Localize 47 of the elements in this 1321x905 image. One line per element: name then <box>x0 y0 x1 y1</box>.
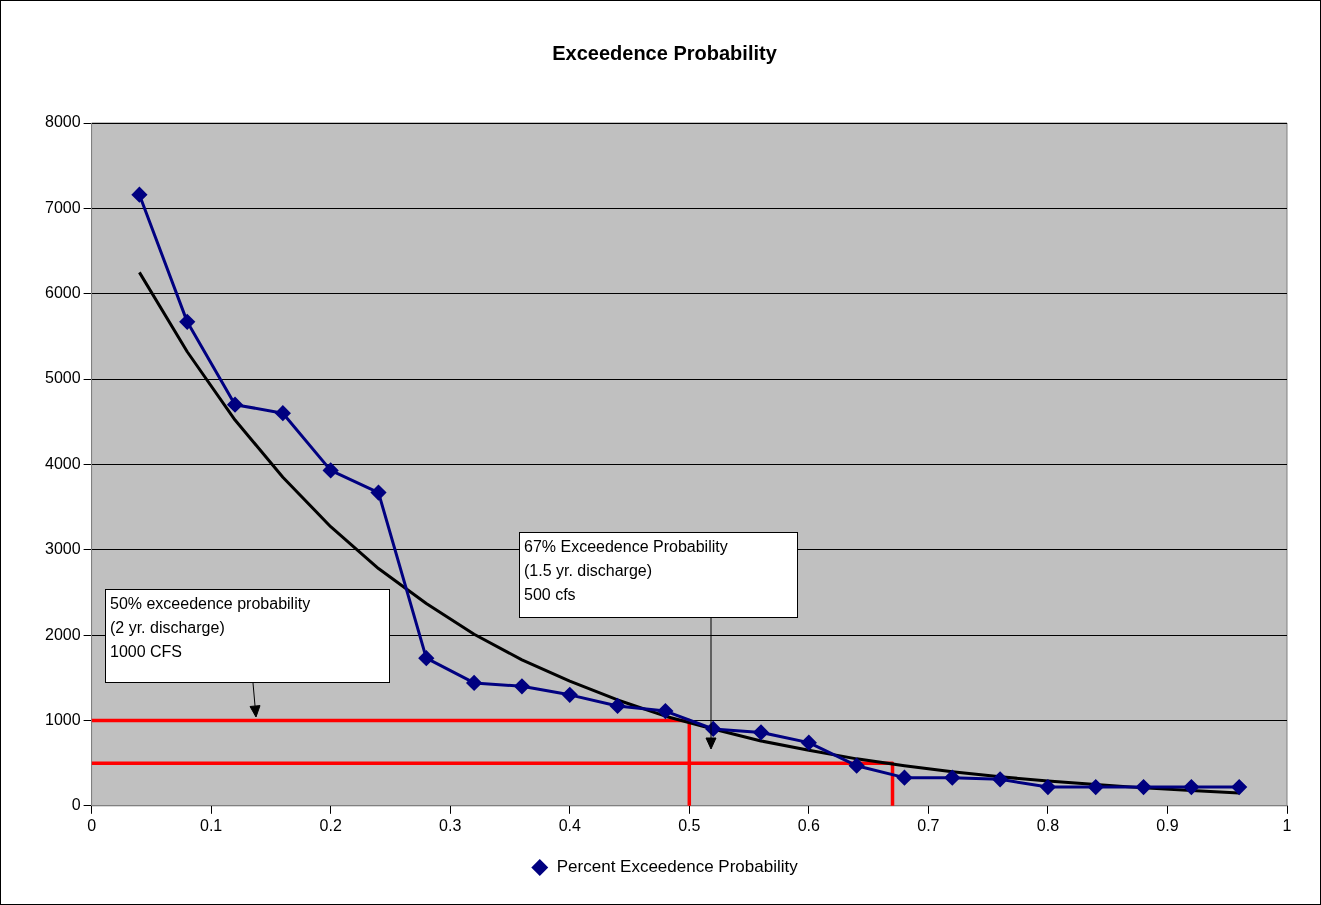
point <box>801 735 817 751</box>
point <box>992 771 1008 787</box>
x-tick-label: 0.8 <box>1036 816 1060 834</box>
y-tick-label: 1000 <box>45 710 81 728</box>
x-tick-label: 0.2 <box>319 816 342 834</box>
legend-label: Percent Exceedence Probability <box>556 857 799 877</box>
point <box>227 397 243 413</box>
point <box>562 687 578 703</box>
x-tick-label: 0.3 <box>439 816 462 834</box>
x-tick-label: 0.7 <box>917 816 940 834</box>
point <box>610 698 626 714</box>
x-tick-label: 0 <box>87 816 97 834</box>
point <box>944 770 960 786</box>
y-tick-label: 2000 <box>45 625 81 643</box>
callout-box: 50% exceedence probability (2 yr. discharge) 1000 CFS <box>105 589 390 683</box>
point <box>1231 779 1247 795</box>
y-tick-label: 6000 <box>45 284 81 302</box>
y-tick-label: 7000 <box>45 198 81 216</box>
point <box>657 703 673 719</box>
x-tick-label: 0.9 <box>1156 816 1179 834</box>
chart-title: Exceedence Probability <box>552 41 778 64</box>
y-tick-label: 4000 <box>45 454 81 472</box>
x-tick-label: 0.1 <box>200 816 223 834</box>
y-tick-label: 3000 <box>45 540 81 558</box>
x-tick-label: 0.6 <box>797 816 821 834</box>
point <box>275 405 291 421</box>
point <box>1088 779 1104 795</box>
point <box>323 462 339 478</box>
point <box>370 485 386 501</box>
x-tick-label: 1 <box>1282 816 1292 834</box>
point <box>466 675 482 691</box>
point <box>418 650 434 666</box>
y-tick-label: 8000 <box>45 113 81 131</box>
point <box>514 678 530 694</box>
point <box>1040 779 1056 795</box>
point <box>849 758 865 774</box>
callout-box: 67% Exceedence Probability (1.5 yr. discharge) 500 cfs <box>519 532 798 618</box>
point <box>1136 779 1152 795</box>
point <box>1183 779 1199 795</box>
point <box>753 724 769 740</box>
y-tick-label: 0 <box>71 796 81 814</box>
y-tick-label: 5000 <box>45 369 81 387</box>
x-tick-label: 0.4 <box>558 816 581 834</box>
point <box>179 314 195 330</box>
point <box>896 770 912 786</box>
point <box>131 187 147 203</box>
x-tick-label: 0.5 <box>678 816 701 834</box>
